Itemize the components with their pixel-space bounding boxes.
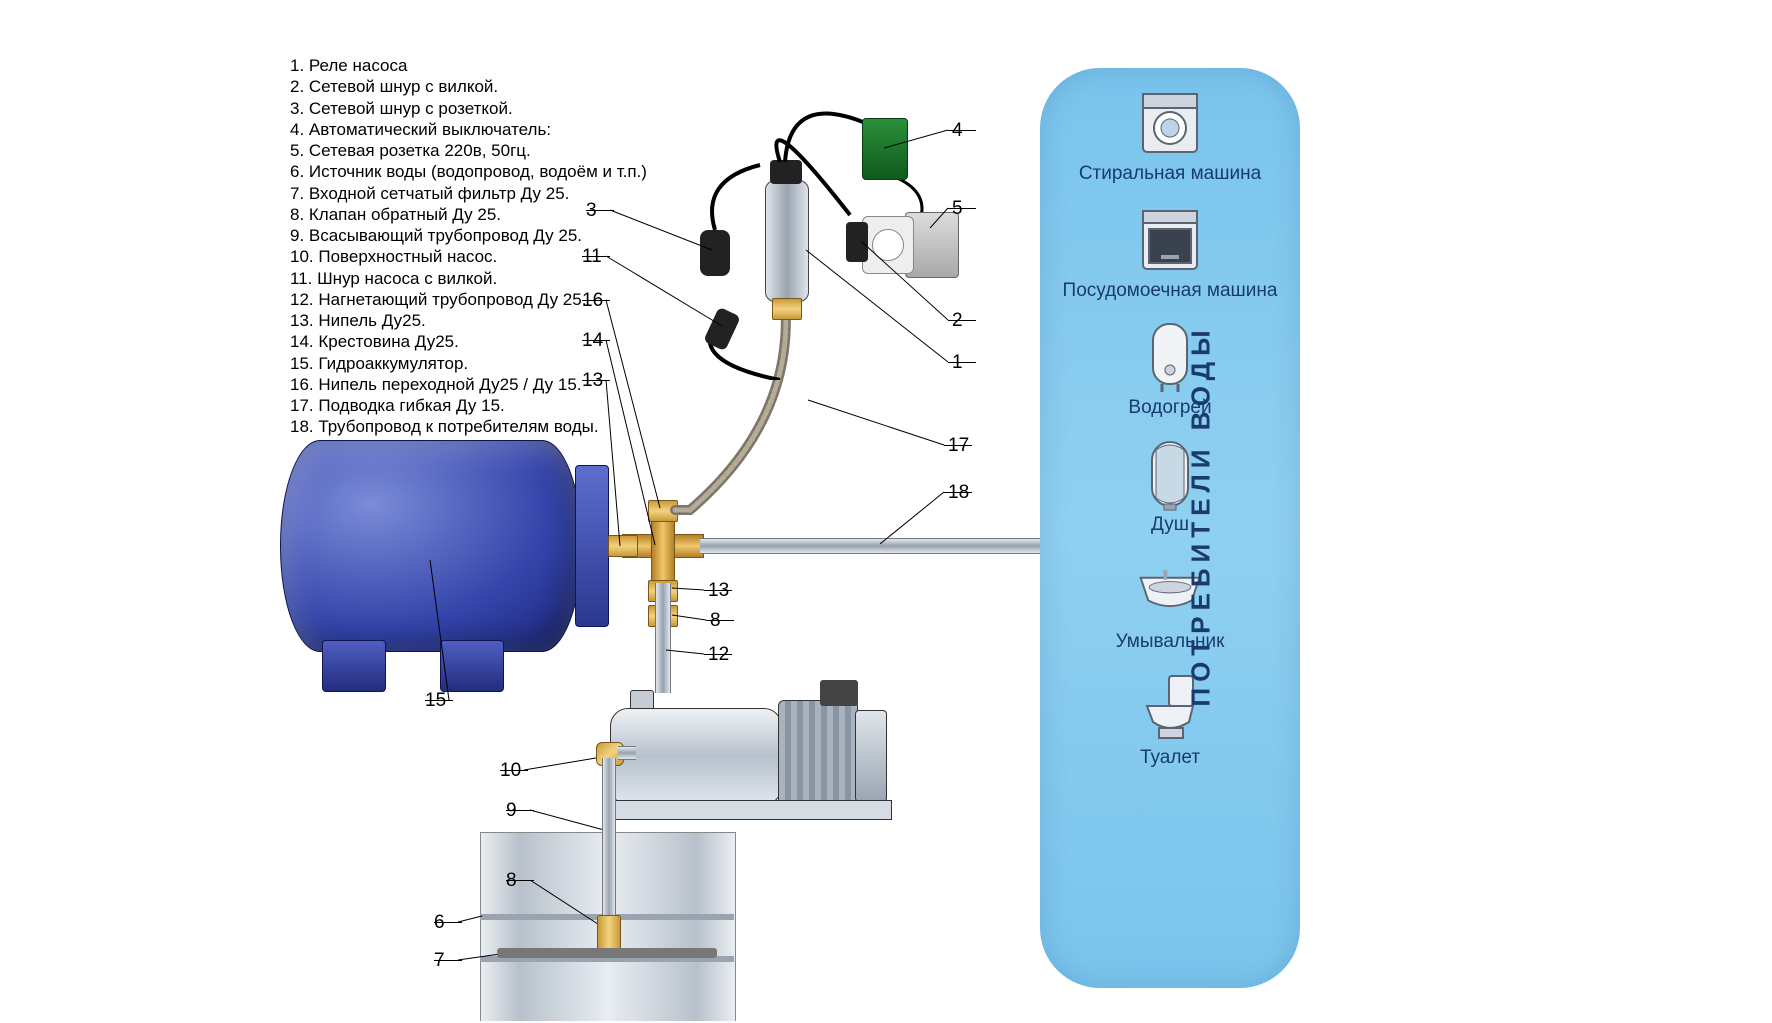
washing-machine-icon [1135,88,1205,158]
legend-item: 9. Всасывающий трубопровод Ду 25. [290,225,647,246]
legend-item: 1. Реле насоса [290,55,647,76]
consumer-label: Туалет [1140,748,1200,769]
callout-number: 18 [948,482,969,504]
callout-number: 8 [506,870,517,892]
leader-line [606,380,622,548]
callout-number: 13 [708,580,729,602]
callout-number: 10 [500,760,521,782]
pump-end-cap [855,710,887,802]
dishwasher-icon [1135,205,1205,275]
consumer-item: Стиральная машина [1079,88,1261,185]
callout-number: 11 [582,246,602,268]
callout-number: 6 [434,912,445,934]
callout-number: 13 [582,370,603,392]
callout-number: 9 [506,800,517,822]
pump-junction-box [820,680,858,706]
callout-number: 7 [434,950,445,972]
leader-line [610,210,714,252]
leader-line [884,130,950,150]
leader-line [458,954,502,962]
suction-pipe-9 [602,758,616,928]
pump-inlet-pipe [618,746,636,760]
consumers-panel: Стиральная машинаПосудомоечная машинаВод… [1040,68,1300,988]
callout-number: 2 [952,310,963,332]
callout-number: 1 [952,352,963,374]
leader-line [672,588,706,592]
consumer-label: Душ [1151,515,1189,536]
callout-number: 3 [586,200,597,222]
callout-number: 5 [952,198,963,220]
check-valve-8-inlet [597,915,621,951]
leader-line [672,615,708,622]
tank-leg [322,640,386,692]
callout-number: 16 [582,290,603,312]
leader-line [430,560,451,702]
callout-number: 17 [948,435,969,457]
pump-motor [778,700,858,812]
leader-line [530,880,606,930]
leader-line [880,492,946,546]
legend-item: 2. Сетевой шнур с вилкой. [290,76,647,97]
legend-item: 3. Сетевой шнур с розеткой. [290,98,647,119]
consumer-label: Посудомоечная машина [1063,281,1278,302]
legend-item: 13. Нипель Ду25. [290,310,647,331]
leader-line [666,650,706,656]
leader-line [930,208,950,230]
legend-item: 5. Сетевая розетка 220в, 50гц. [290,140,647,161]
legend-item: 17. Подводка гибкая Ду 15. [290,395,647,416]
tank-flange [575,465,609,627]
mesh-filter-7 [497,948,717,958]
callout-number: 8 [710,610,721,632]
consumers-panel-title: ПОТРЕБИТЕЛИ ВОДЫ [1186,324,1217,706]
legend-item: 18. Трубопровод к потребителям воды. [290,416,647,437]
callout-number: 12 [708,644,729,666]
callout-number: 14 [582,330,603,352]
consumer-label: Стиральная машина [1079,164,1261,185]
callout-number: 4 [952,120,963,142]
pump-base-plate [610,800,892,820]
leader-line [808,400,946,447]
legend-item: 11. Шнур насоса с вилкой. [290,268,647,289]
legend-item: 4. Автоматический выключатель: [290,119,647,140]
pipe-12 [655,583,671,693]
leader-line [806,250,950,364]
leader-line [530,810,606,832]
legend-item: 6. Источник воды (водопровод, водоём и т… [290,161,647,182]
leader-line [458,916,484,924]
consumer-item: Посудомоечная машина [1063,205,1278,302]
